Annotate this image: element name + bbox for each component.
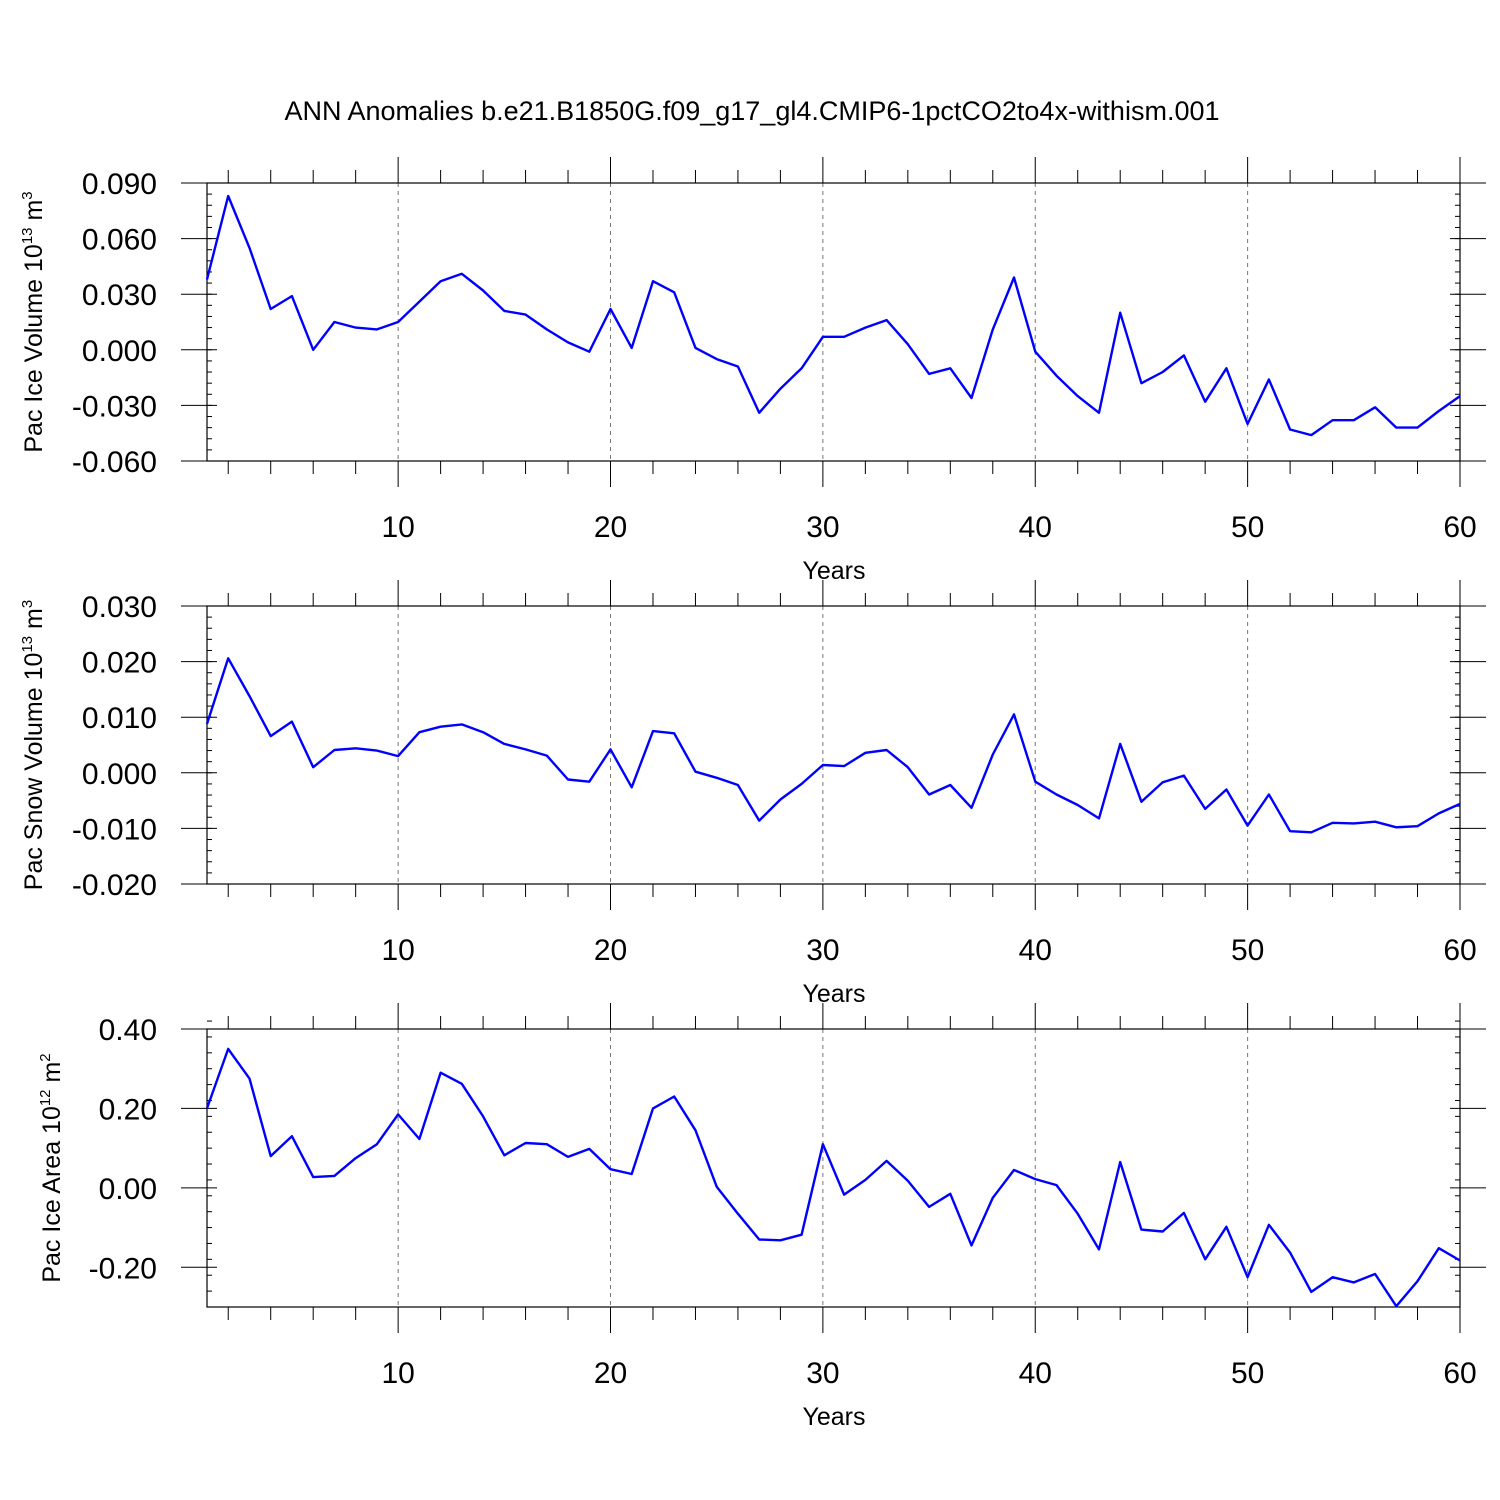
series-line-pac-ice-volume [205,194,1461,437]
y-tick-label: 0.030 [82,591,157,624]
x-axis-label: Years [802,557,865,585]
plot-frame [206,1028,1461,1308]
panel-pac-ice-volume: 10 20 30 40 50 60 -0.060 -0.030 0.000 0.030 0.060 0… [19,157,1486,585]
x-tick-label: 30 [806,1357,839,1390]
y-tick-label: 0.20 [99,1093,157,1126]
y-tick-label: 0.020 [82,647,157,680]
y-tick-label: 0.060 [82,224,157,257]
x-tick-label: 50 [1231,934,1264,967]
x-tick-label: 40 [1019,934,1052,967]
y-tick-label: -0.020 [72,869,157,902]
y-tick-label: -0.010 [72,813,157,846]
figure-title: ANN Anomalies b.e21.B1850G.f09_g17_gl4.C… [284,96,1219,126]
x-tick-label: 20 [594,934,627,967]
x-tick-label: 30 [806,934,839,967]
x-tick-label: 10 [381,511,414,544]
y-tick-label: -0.060 [72,446,157,479]
x-tick-label: 10 [381,1357,414,1390]
x-tick-label: 20 [594,1357,627,1390]
x-tick-label: 60 [1443,1357,1476,1390]
panel-pac-snow-volume: 10 20 30 40 50 60 -0.020 -0.010 0.000 0.010 0.020 0… [19,580,1486,1008]
y-tick-label: 0.00 [99,1173,157,1206]
series-line-pac-ice-area [205,1047,1461,1308]
x-axis-label: Years [802,980,865,1008]
y-axis-label: Pac Ice Area 1012 m2 [37,1053,66,1282]
y-tick-label: 0.030 [82,279,157,312]
y-tick-label: 0.000 [82,335,157,368]
y-axis-label: Pac Snow Volume 1013 m3 [19,600,48,890]
x-tick-label: 40 [1019,511,1052,544]
x-tick-label: 50 [1231,1357,1264,1390]
y-tick-label: -0.20 [89,1252,157,1285]
y-axis-label: Pac Ice Volume 1013 m3 [19,191,48,452]
plot-frame [206,182,1461,462]
y-tick-label: 0.000 [82,758,157,791]
x-tick-label: 10 [381,934,414,967]
x-tick-label: 50 [1231,511,1264,544]
y-tick-label: -0.030 [72,390,157,423]
y-tick-label: 0.010 [82,702,157,735]
panel-pac-ice-area: 10 20 30 40 50 60 -0.20 0.00 0.20 0.40 Years Pac … [37,1003,1486,1431]
y-tick-label: 0.40 [99,1014,157,1047]
x-tick-label: 40 [1019,1357,1052,1390]
x-tick-label: 60 [1443,934,1476,967]
plot-frame [206,605,1461,885]
x-axis-label: Years [802,1403,865,1431]
y-tick-label: 0.090 [82,168,157,201]
x-tick-label: 30 [806,511,839,544]
series-line-pac-snow-volume [205,657,1461,834]
x-tick-label: 20 [594,511,627,544]
x-tick-label: 60 [1443,511,1476,544]
